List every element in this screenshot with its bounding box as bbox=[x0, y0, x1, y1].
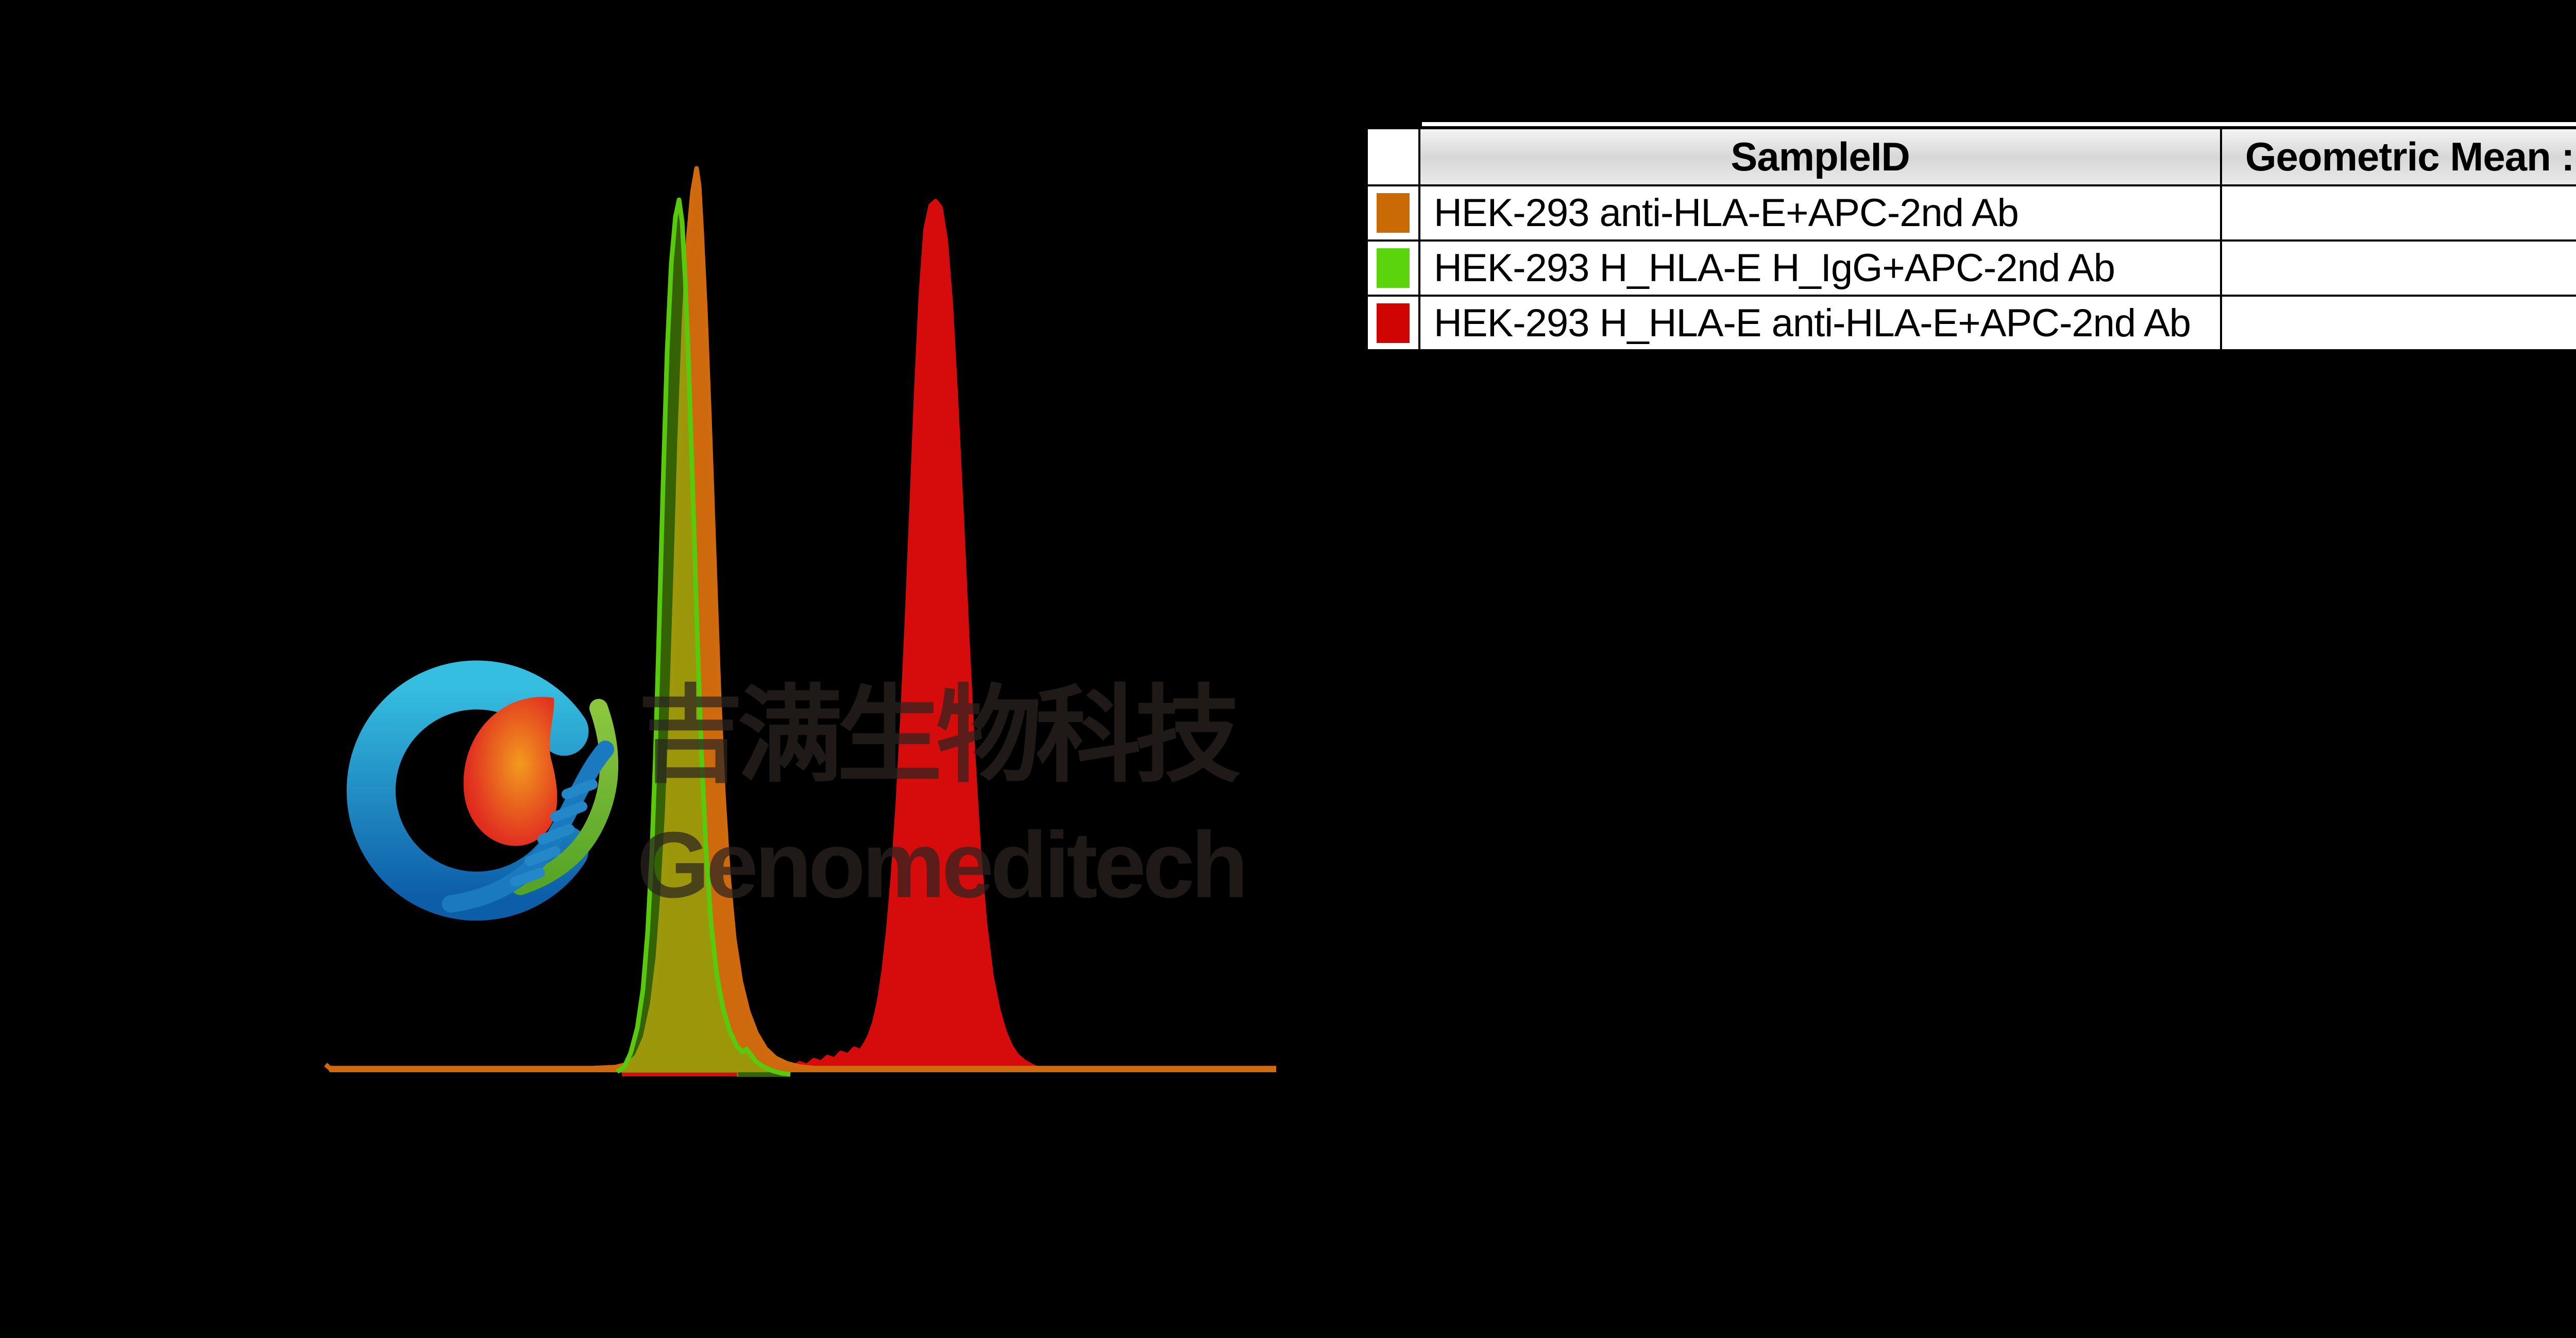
green-histogram-fill bbox=[617, 200, 790, 1077]
green-series-swatch bbox=[1377, 248, 1410, 288]
watermark-english-text: Genomeditech bbox=[637, 812, 1248, 917]
swatch-cell bbox=[1365, 239, 1420, 297]
table-row: HEK-293 anti-HLA-E+APC-2nd Ab 612 bbox=[1365, 184, 2576, 242]
table-header-row: SampleID Geometric Mean : FL11-H bbox=[1365, 127, 2576, 186]
watermark-chinese-text: 吉满生物科技 bbox=[638, 677, 1241, 795]
genomeditech-logo bbox=[346, 660, 619, 921]
value-cell: 502 bbox=[2220, 239, 2576, 297]
sample-name-cell: HEK-293 H_HLA-E H_IgG+APC-2nd Ab bbox=[1418, 239, 2222, 297]
table-row: HEK-293 H_HLA-E H_IgG+APC-2nd Ab 502 bbox=[1365, 239, 2576, 297]
sample-name-cell: HEK-293 anti-HLA-E+APC-2nd Ab bbox=[1418, 184, 2222, 242]
red-histogram-curve bbox=[772, 199, 1040, 1074]
stats-table: SampleID Geometric Mean : FL11-H HEK-293… bbox=[1365, 126, 2576, 352]
table-row: HEK-293 H_HLA-E anti-HLA-E+APC-2nd Ab 32… bbox=[1365, 295, 2576, 352]
value-cell: 612 bbox=[2220, 184, 2576, 242]
stats-table-container: SampleID Geometric Mean : FL11-H HEK-293… bbox=[1365, 122, 2576, 352]
header-geometric-mean: Geometric Mean : FL11-H bbox=[2220, 127, 2576, 186]
swatch-cell bbox=[1365, 295, 1420, 352]
logo-flame bbox=[463, 697, 557, 846]
orange-series-swatch bbox=[1377, 193, 1410, 233]
orange-histogram-curve bbox=[324, 166, 1276, 1071]
red-histogram-fill bbox=[773, 201, 1039, 1072]
sample-name-cell: HEK-293 H_HLA-E anti-HLA-E+APC-2nd Ab bbox=[1418, 295, 2222, 352]
header-swatch-cell bbox=[1365, 127, 1420, 186]
green-histogram-curve bbox=[616, 197, 791, 1077]
table-top-highlight bbox=[1422, 122, 2576, 126]
header-sampleid: SampleID bbox=[1418, 127, 2222, 186]
red-series-swatch bbox=[1377, 303, 1410, 343]
orange-histogram-fill bbox=[326, 168, 1276, 1072]
value-cell: 32954 bbox=[2220, 295, 2576, 352]
swatch-cell bbox=[1365, 184, 1420, 242]
logo-dna-rungs bbox=[510, 779, 598, 887]
